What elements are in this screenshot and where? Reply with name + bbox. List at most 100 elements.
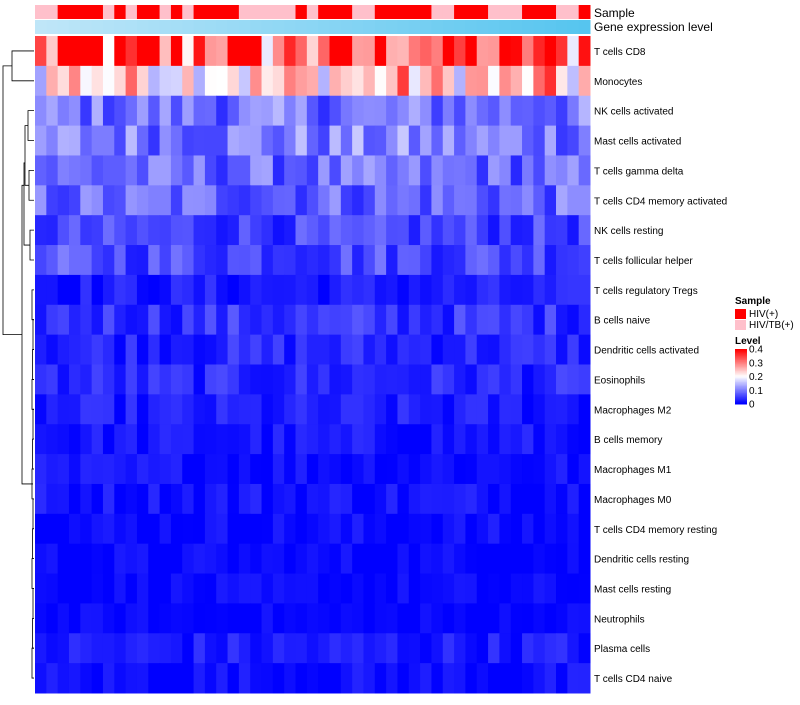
heatmap-cell — [420, 334, 432, 365]
heatmap-cell — [91, 304, 104, 336]
heatmap-cell — [216, 155, 229, 186]
heatmap-cell — [431, 155, 444, 186]
heatmap-cell — [408, 543, 421, 575]
heatmap-cell — [102, 95, 115, 127]
heatmap-cell — [420, 155, 432, 186]
expression-annotation-cell — [80, 20, 93, 34]
heatmap-cell — [363, 513, 376, 545]
heatmap-cell — [454, 155, 466, 186]
expression-annotation-cell — [284, 20, 297, 34]
sample-annotation-cell — [522, 5, 534, 19]
heatmap-cell — [182, 155, 195, 186]
heatmap-cell — [386, 36, 398, 67]
heatmap-cell — [261, 125, 274, 156]
heatmap-cell — [408, 394, 421, 425]
heatmap-cell — [420, 573, 432, 604]
dendrogram-branch — [32, 408, 34, 440]
heatmap-cell — [114, 394, 127, 425]
heatmap-cell — [35, 633, 47, 664]
heatmap-cell — [340, 394, 353, 425]
heatmap-cell — [374, 603, 387, 634]
heatmap-cell — [488, 95, 500, 127]
heatmap-cell — [170, 185, 183, 216]
heatmap-cell — [397, 245, 410, 276]
heatmap-cell — [80, 454, 93, 485]
heatmap-cell — [261, 603, 274, 634]
heatmap-cell — [431, 364, 444, 395]
heatmap-cell — [329, 125, 342, 156]
heatmap-cell — [374, 155, 387, 186]
heatmap-cell — [272, 185, 285, 216]
heatmap-cell — [488, 185, 500, 216]
heatmap-cell — [125, 663, 138, 694]
heatmap-cell — [125, 603, 138, 634]
heatmap-cell — [306, 155, 319, 186]
expression-annotation-cell — [159, 20, 172, 34]
heatmap-cell — [57, 633, 70, 664]
heatmap-cell — [136, 394, 149, 425]
heatmap-cell — [102, 36, 115, 67]
heatmap-cell — [397, 394, 410, 425]
heatmap-cell — [386, 215, 398, 246]
heatmap-cell — [397, 633, 410, 664]
heatmap-cell — [465, 185, 478, 216]
heatmap-cell — [57, 334, 70, 365]
heatmap-cell — [567, 155, 580, 186]
row-label: Mast cells resting — [594, 584, 671, 595]
heatmap-cell — [454, 543, 466, 575]
heatmap-cell — [454, 65, 466, 97]
heatmap-cell — [159, 245, 172, 276]
heatmap-cell — [386, 543, 398, 575]
heatmap-cell — [227, 364, 240, 395]
heatmap-cell — [148, 394, 161, 425]
heatmap-cell — [250, 65, 263, 97]
dendrogram-branch — [28, 169, 34, 201]
heatmap-cell — [102, 125, 115, 156]
heatmap-cell — [272, 543, 285, 575]
expression-annotation-cell — [578, 20, 591, 34]
heatmap-cell — [114, 215, 127, 246]
row-label: Neutrophils — [594, 614, 645, 625]
sample-annotation-cell — [68, 5, 81, 19]
dendrogram-branch — [23, 162, 30, 246]
heatmap-cell — [204, 95, 217, 127]
heatmap-cell — [227, 483, 240, 515]
heatmap-cell — [80, 36, 93, 67]
heatmap-cell — [510, 185, 523, 216]
sample-annotation-cell — [284, 5, 297, 19]
heatmap-cell — [431, 394, 444, 425]
expression-annotation-cell — [340, 20, 353, 34]
heatmap-cell — [363, 125, 376, 156]
heatmap-cell — [465, 513, 478, 545]
heatmap-cell — [295, 483, 308, 515]
heatmap-cell — [170, 543, 183, 575]
heatmap-cell — [397, 513, 410, 545]
sample-annotation-cell — [556, 5, 568, 19]
heatmap-cell — [329, 394, 342, 425]
heatmap-cell — [578, 603, 591, 634]
heatmap-cell — [476, 543, 489, 575]
heatmap-cell — [533, 573, 546, 604]
heatmap-cell — [272, 36, 285, 67]
heatmap-cell — [46, 215, 59, 246]
colorbar-tick-label: 0.1 — [749, 386, 763, 397]
row-label: T cells gamma delta — [594, 166, 684, 177]
heatmap-cell — [420, 543, 432, 575]
heatmap-cell — [499, 424, 512, 455]
heatmap-cell — [250, 394, 263, 425]
heatmap-cell — [442, 543, 455, 575]
heatmap-cell — [35, 364, 47, 395]
heatmap-cell — [544, 424, 557, 455]
heatmap-cell — [148, 573, 161, 604]
heatmap-cell — [420, 95, 432, 127]
heatmap-cell — [80, 215, 93, 246]
heatmap-cell — [397, 663, 410, 694]
heatmap-cell — [295, 603, 308, 634]
heatmap-cell — [544, 483, 557, 515]
heatmap-cell — [363, 155, 376, 186]
heatmap-cell — [295, 304, 308, 336]
heatmap-cell — [170, 633, 183, 664]
heatmap-cell — [35, 424, 47, 455]
colorbar-segment — [735, 382, 747, 384]
